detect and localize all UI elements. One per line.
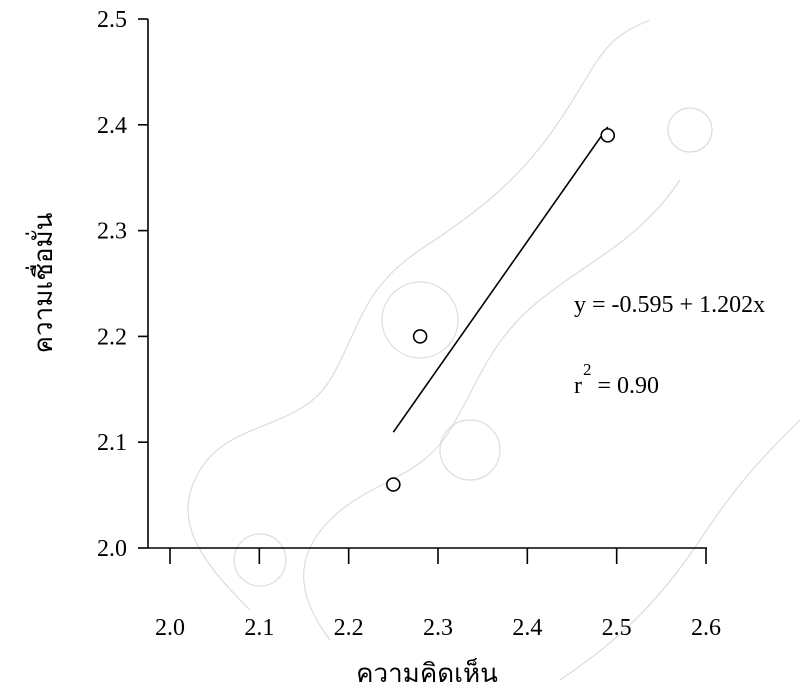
regression-equation: y = -0.595 + 1.202x	[574, 292, 765, 318]
r-squared-symbol: r	[574, 373, 582, 399]
x-tick-label: 2.0	[155, 615, 185, 641]
y-tick-label: 2.0	[97, 536, 127, 562]
background-watermark	[187, 19, 801, 681]
r-squared-annotation: r2 = 0.90	[574, 360, 659, 399]
x-tick-label: 2.1	[244, 615, 274, 641]
ticks	[138, 18, 707, 564]
data-point	[386, 477, 401, 492]
y-axis-title: ความเชื่อมั่น	[25, 212, 58, 353]
y-tick-label: 2.3	[97, 219, 127, 245]
x-tick-label: 2.4	[512, 615, 542, 641]
x-tick-label: 2.3	[423, 615, 453, 641]
tick-labels: 2.0 2.1 2.2 2.3 2.4 2.5 2.0 2.1 2.2 2.3 2.4 2.5 2.6	[97, 7, 721, 641]
r-squared-value: = 0.90	[592, 373, 660, 399]
x-tick-label: 2.6	[691, 615, 721, 641]
y-tick-label: 2.5	[97, 7, 127, 33]
r-squared-superscript: 2	[583, 360, 592, 379]
y-tick-label: 2.2	[97, 324, 127, 350]
regression-line	[392, 126, 609, 433]
data-point	[600, 128, 616, 143]
y-tick-label: 2.4	[97, 113, 127, 139]
data-points	[386, 128, 616, 492]
x-axis-title: ความคิดเห็น	[356, 657, 498, 688]
x-tick-label: 2.2	[334, 615, 364, 641]
data-point	[412, 329, 428, 344]
y-tick-label: 2.1	[97, 430, 127, 456]
x-tick-label: 2.5	[602, 615, 632, 641]
axes	[147, 19, 707, 549]
